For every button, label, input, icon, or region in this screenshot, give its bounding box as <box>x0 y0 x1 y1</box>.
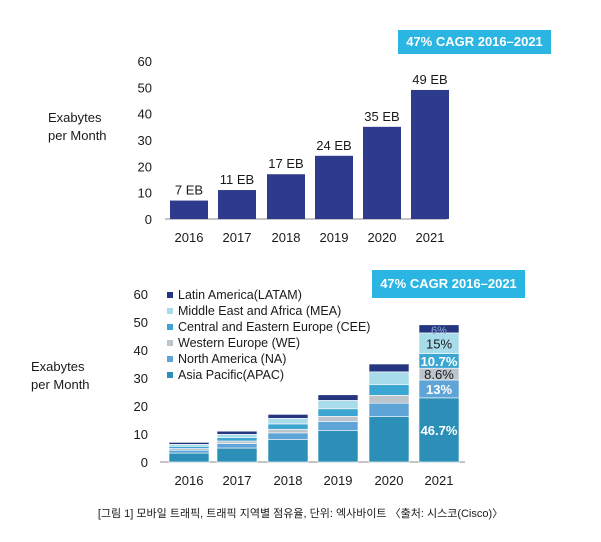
x-tick-label: 2016 <box>175 473 204 488</box>
legend-label: North America (NA) <box>178 352 286 366</box>
stack-segment-2017 <box>216 437 258 442</box>
stack-segment-2019 <box>317 430 359 463</box>
stack-segment-2021 <box>418 324 460 334</box>
stack-segment-2019 <box>317 408 359 417</box>
segment-percent-label: 6% <box>431 325 447 337</box>
bar-2016 <box>170 200 208 219</box>
y-tick-label: 60 <box>138 54 152 69</box>
x-tick-label: 2018 <box>272 230 301 245</box>
segment-percent-label: 13% <box>426 382 452 397</box>
y-axis-label-line2: per Month <box>31 377 90 392</box>
stack-segment-2019 <box>317 394 359 401</box>
y-tick-label: 0 <box>145 212 152 227</box>
y-tick-label: 20 <box>134 399 148 414</box>
x-tick-label: 2017 <box>223 473 252 488</box>
stack-segment-2020 <box>368 371 410 386</box>
stack-segment-2019 <box>317 416 359 422</box>
legend-swatch <box>167 340 173 346</box>
y-axis-label-bottom: Exabytes per Month <box>31 358 90 394</box>
x-tick-label: 2017 <box>223 230 252 245</box>
bar-data-label: 24 EB <box>316 138 351 153</box>
bar-data-label: 49 EB <box>412 72 447 87</box>
y-tick-label: 0 <box>141 455 148 470</box>
segment-percent-label: 46.7% <box>421 423 458 438</box>
legend-swatch <box>167 292 173 298</box>
stack-segment-2016 <box>168 449 210 454</box>
bar-data-label: 11 EB <box>220 172 254 187</box>
x-tick-label: 2020 <box>375 473 404 488</box>
stack-segment-2018 <box>267 432 309 440</box>
legend-label: Latin America(LATAM) <box>178 288 302 302</box>
stack-segment-2018 <box>267 414 309 419</box>
bar-data-label: 35 EB <box>364 109 399 124</box>
bar-2018 <box>267 174 305 219</box>
stack-segment-2017 <box>216 443 258 449</box>
stack-segment-2016 <box>168 452 210 463</box>
segment-percent-label: 10.7% <box>421 354 458 369</box>
x-tick-label: 2019 <box>320 230 349 245</box>
cagr-badge-bottom: 47% CAGR 2016–2021 <box>372 270 525 298</box>
stack-segment-2020 <box>368 363 410 373</box>
legend-swatch <box>167 308 173 314</box>
legend-label: Central and Eastern Europe (CEE) <box>178 320 370 334</box>
y-tick-label: 40 <box>138 107 152 122</box>
y-tick-label: 40 <box>134 343 148 358</box>
bar-2017 <box>218 190 256 219</box>
stack-segment-2020 <box>368 384 410 396</box>
x-tick-label: 2021 <box>425 473 454 488</box>
stack-segment-2017 <box>216 447 258 463</box>
legend-swatch <box>167 372 173 378</box>
legend-swatch <box>167 356 173 362</box>
stack-segment-2019 <box>317 400 359 410</box>
figure-caption: [그림 1] 모바일 트래픽, 트래픽 지역별 점유율, 단위: 엑사바이트 〈… <box>97 508 504 520</box>
y-tick-label: 30 <box>138 133 152 148</box>
y-axis-label-line1: Exabytes <box>48 110 102 125</box>
stack-segment-2021 <box>418 397 460 463</box>
bar-2019 <box>315 155 353 219</box>
x-tick-label: 2016 <box>175 230 204 245</box>
legend-label: Asia Pacific(APAC) <box>178 368 284 382</box>
legend-label: Western Europe (WE) <box>178 336 300 350</box>
stack-segment-2017 <box>216 440 258 444</box>
stack-segment-2017 <box>216 433 258 438</box>
stack-segment-2020 <box>368 402 410 417</box>
stack-segment-2019 <box>317 421 359 431</box>
x-tick-label: 2020 <box>368 230 397 245</box>
stack-segment-2018 <box>267 439 309 463</box>
y-tick-label: 50 <box>134 315 148 330</box>
stack-segment-2017 <box>216 430 258 435</box>
y-axis-label-line1: Exabytes <box>31 359 85 374</box>
stack-segment-2020 <box>368 416 410 463</box>
y-tick-label: 10 <box>134 427 148 442</box>
segment-percent-label: 15% <box>426 336 452 351</box>
stack-segment-2016 <box>168 446 210 449</box>
y-tick-label: 50 <box>138 80 152 95</box>
y-tick-label: 30 <box>134 371 148 386</box>
bar-data-label: 17 EB <box>268 156 303 171</box>
y-axis-label-top: Exabytes per Month <box>48 109 107 145</box>
stack-segment-2020 <box>368 395 410 404</box>
stack-segment-2018 <box>267 418 309 425</box>
legend-label: Middle East and Africa (MEA) <box>178 304 341 318</box>
segment-percent-label: 8.6% <box>424 367 454 382</box>
y-tick-label: 20 <box>138 159 152 174</box>
x-tick-label: 2021 <box>416 230 445 245</box>
stack-segment-2016 <box>168 442 210 445</box>
stack-segment-2018 <box>267 423 309 430</box>
stack-segment-2018 <box>267 428 309 434</box>
cagr-badge-top: 47% CAGR 2016–2021 <box>398 30 551 54</box>
y-axis-label-line2: per Month <box>48 128 107 143</box>
y-tick-label: 60 <box>134 287 148 302</box>
x-tick-label: 2019 <box>324 473 353 488</box>
y-tick-label: 10 <box>138 186 152 201</box>
x-tick-label: 2018 <box>274 473 303 488</box>
bar-2021 <box>411 89 449 219</box>
bar-data-label: 7 EB <box>175 183 203 198</box>
legend-swatch <box>167 324 173 330</box>
bar-2020 <box>363 126 401 219</box>
